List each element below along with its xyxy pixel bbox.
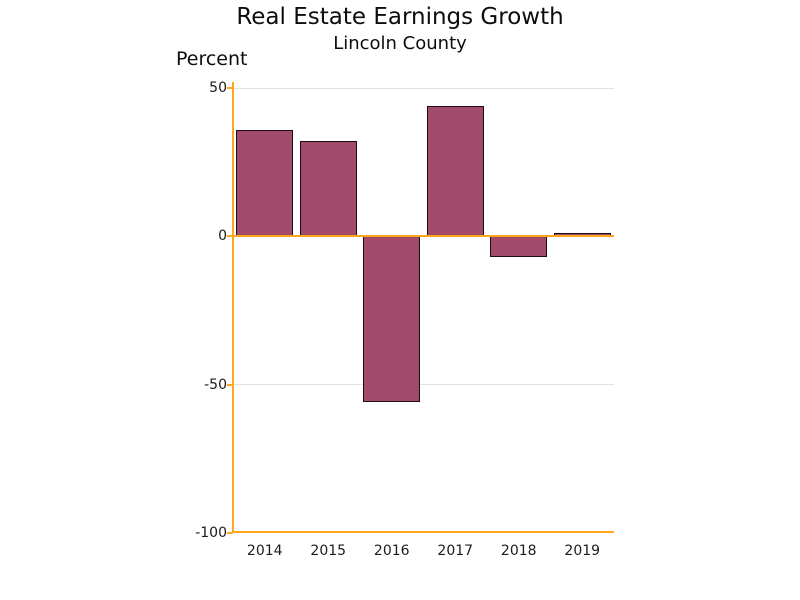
y-tick-label: 50 [209,80,227,96]
x-tick-label-2019: 2019 [564,543,601,559]
x-tick-label-2014: 2014 [246,543,283,559]
gridline [233,87,614,89]
x-tick-label-2018: 2018 [500,543,537,559]
x-tick-label-2017: 2017 [437,543,474,559]
x-tick-label-2015: 2015 [310,543,347,559]
y-tick-label: -100 [195,525,227,541]
y-tick-mark [227,532,233,534]
chart-title: Real Estate Earnings Growth [236,4,564,30]
bar-2014 [236,129,294,237]
y-tick-mark [227,383,233,386]
y-axis-label: Percent [176,48,248,70]
x-tick-label-2016: 2016 [373,543,410,559]
gridline [233,384,614,386]
bar-2018 [490,236,548,258]
y-tick-mark [227,87,233,89]
y-tick-label: 0 [218,228,227,245]
bar-2017 [426,105,484,237]
y-axis-line [232,82,234,533]
plot-area [232,82,614,533]
x-axis-line [233,531,614,533]
bar-2015 [299,141,357,237]
y-tick-label: -50 [204,376,227,393]
zero-line [233,235,614,238]
y-tick-mark [227,235,233,238]
bar-2016 [363,236,421,403]
chart-subtitle: Lincoln County [333,33,467,54]
